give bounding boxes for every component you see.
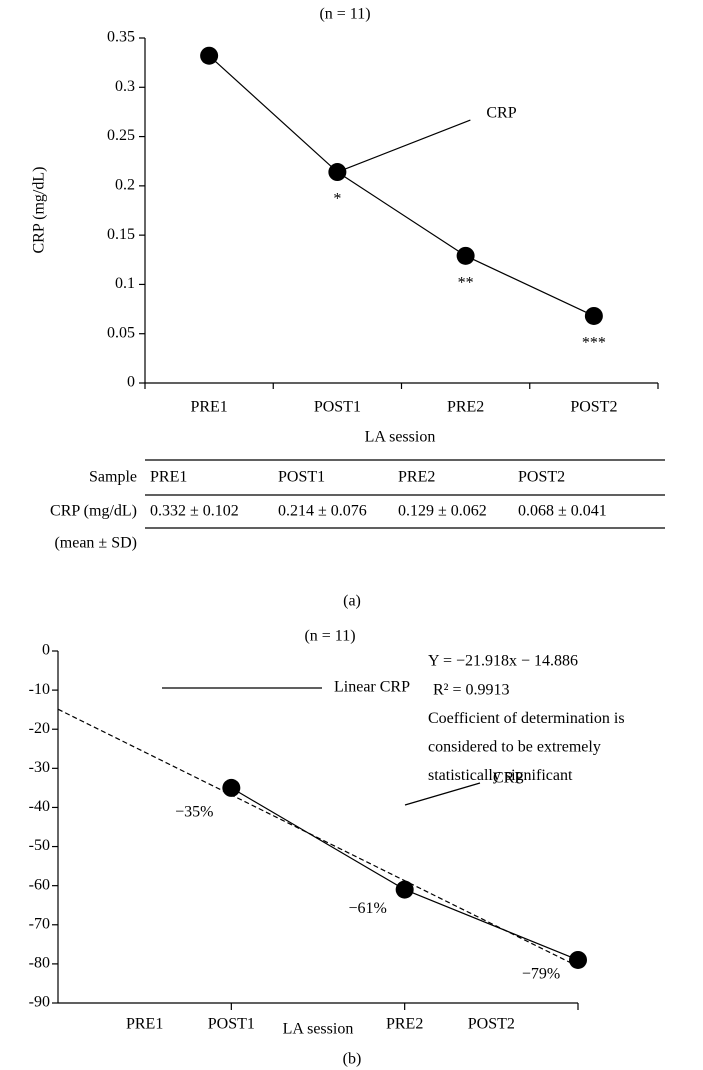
point <box>584 306 603 325</box>
table-header: POST2 <box>518 469 565 486</box>
point <box>569 950 587 969</box>
point <box>200 46 219 65</box>
table-header: Sample <box>89 469 137 486</box>
series-label: CRP <box>486 105 516 122</box>
significance-mark: *** <box>582 335 606 352</box>
x-tick-label: PRE2 <box>447 399 484 416</box>
chart-title: (n = 11) <box>304 628 355 645</box>
x-tick-label: PRE1 <box>190 399 227 416</box>
y-tick-label: -60 <box>29 876 50 893</box>
y-tick-label: 0.2 <box>115 177 135 194</box>
y-tick-label: 0.05 <box>107 324 135 341</box>
x-axis-label: LA session <box>365 429 436 446</box>
x-tick-label: POST1 <box>208 1016 255 1033</box>
point <box>456 246 475 265</box>
x-tick-label: POST2 <box>468 1016 515 1033</box>
x-tick-label: POST2 <box>570 399 617 416</box>
point <box>222 778 241 797</box>
table-header: PRE2 <box>398 469 435 486</box>
table-cell: CRP (mg/dL) <box>50 503 137 520</box>
x-tick-label: PRE2 <box>386 1016 423 1033</box>
y-tick-label: 0 <box>127 374 135 391</box>
y-tick-label: -70 <box>29 915 50 932</box>
data-label: −61% <box>348 900 386 917</box>
caption: (a) <box>343 593 361 610</box>
table-cell: 0.214 ± 0.076 <box>278 503 367 520</box>
series-label: CRP <box>493 770 523 787</box>
table-cell: 0.068 ± 0.041 <box>518 503 607 520</box>
y-axis-label: CRP (mg/dL) <box>31 167 48 254</box>
caption: (b) <box>343 1051 362 1068</box>
note: R² = 0.9913 <box>433 681 510 698</box>
note: statistically significant <box>428 767 573 784</box>
y-tick-label: -80 <box>29 955 50 972</box>
y-tick-label: -50 <box>29 837 50 854</box>
data-label: −79% <box>522 966 560 983</box>
y-tick-label: 0.3 <box>115 78 135 95</box>
y-tick-label: 0.1 <box>115 275 135 292</box>
note: Coefficient of determination is <box>428 710 625 727</box>
line <box>208 55 595 317</box>
table-header: POST1 <box>278 469 325 486</box>
table-note: (mean ± SD) <box>54 535 137 552</box>
data-label: −35% <box>175 804 213 821</box>
y-tick-label: -20 <box>29 720 50 737</box>
note: Y = −21.918x − 14.886 <box>428 653 578 670</box>
significance-mark: * <box>333 191 341 208</box>
y-tick-label: 0.15 <box>107 226 135 243</box>
x-axis-label: LA session <box>283 1021 354 1038</box>
table-cell: 0.332 ± 0.102 <box>150 503 239 520</box>
y-tick-label: -40 <box>29 798 50 815</box>
trend-line <box>57 708 579 967</box>
point <box>395 880 414 899</box>
x-tick-label: PRE1 <box>126 1016 163 1033</box>
y-tick-label: 0 <box>42 642 50 659</box>
leader-line <box>337 119 471 173</box>
x-tick-label: POST1 <box>314 399 361 416</box>
line <box>231 787 579 961</box>
y-tick-label: 0.35 <box>107 29 135 46</box>
trend-label: Linear CRP <box>334 679 410 696</box>
note: considered to be extremely <box>428 738 601 755</box>
table-header: PRE1 <box>150 469 187 486</box>
y-tick-label: -10 <box>29 681 50 698</box>
y-tick-label: -90 <box>29 994 50 1011</box>
y-tick-label: 0.25 <box>107 127 135 144</box>
table-cell: 0.129 ± 0.062 <box>398 503 487 520</box>
leader-line <box>404 782 481 806</box>
chart-title: (n = 11) <box>319 6 370 23</box>
significance-mark: ** <box>458 275 474 292</box>
y-tick-label: -30 <box>29 759 50 776</box>
